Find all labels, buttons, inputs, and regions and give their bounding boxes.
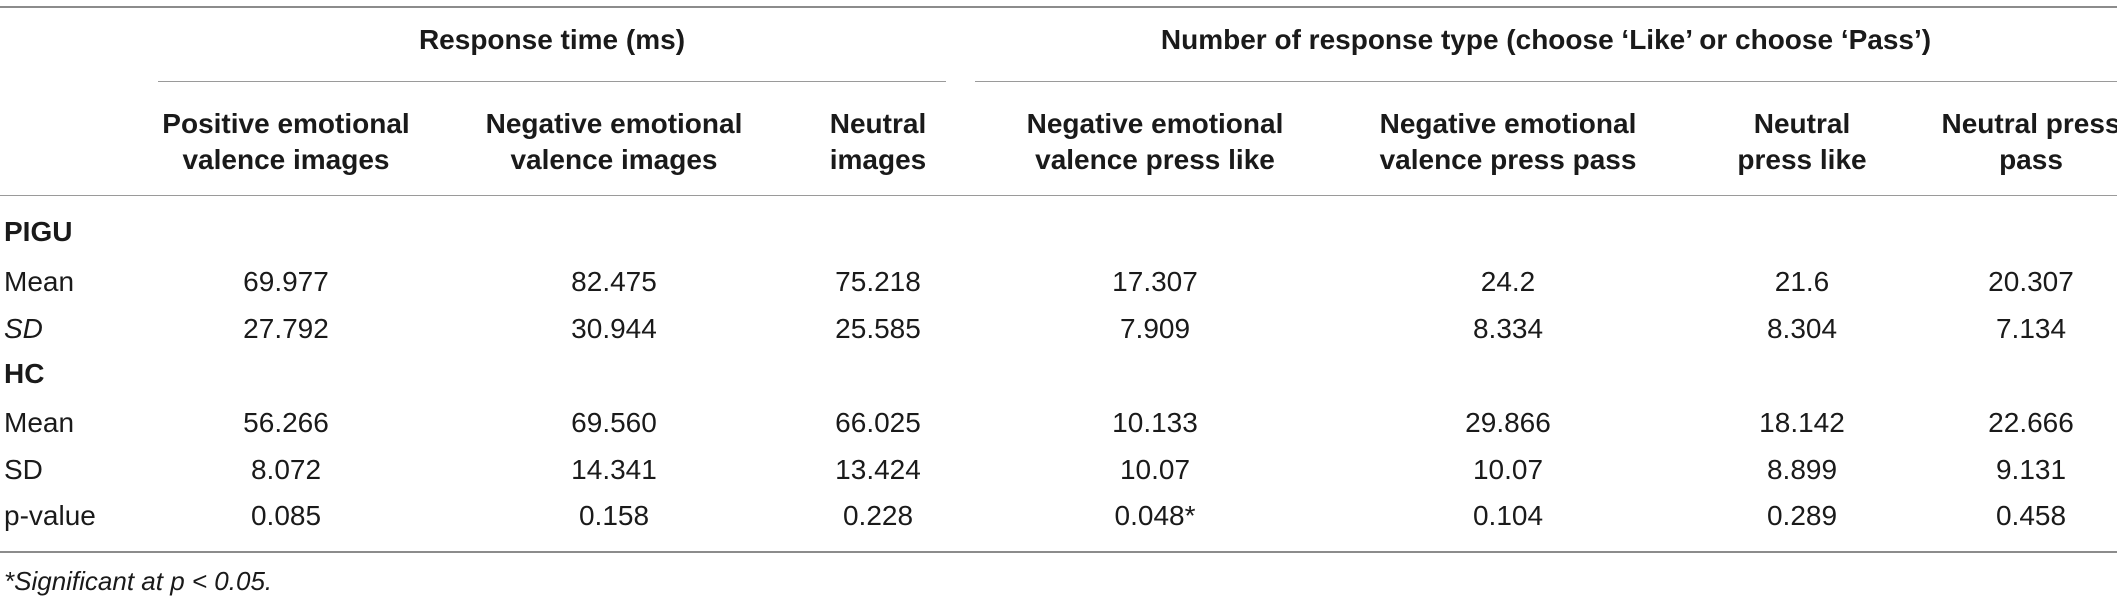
table-cell: 18.142 — [1759, 407, 1845, 438]
row-label: p-value — [4, 500, 96, 531]
table-cell: 27.792 — [243, 313, 329, 344]
table-cell: 69.560 — [571, 407, 657, 438]
table-cell: 30.944 — [571, 313, 657, 344]
section-label-hc: HC — [4, 358, 45, 389]
column-header-line: press like — [1737, 144, 1867, 175]
table-bottom-rule — [0, 551, 2117, 553]
table-cell: 8.899 — [1766, 454, 1838, 485]
table-cell: 10.07 — [1472, 454, 1544, 485]
group-rule-response-type — [975, 81, 2117, 82]
column-header-line: Neutral — [1753, 108, 1851, 139]
column-header-line: Positive emotional — [162, 108, 410, 139]
group-header-response-type: Number of response type (choose ‘Like’ o… — [1160, 24, 1932, 55]
column-header-line: valence images — [510, 144, 718, 175]
column-header: Negative emotional valence press pass — [1380, 106, 1637, 178]
table-top-rule — [0, 6, 2117, 8]
column-header: Negative emotional valence images — [486, 106, 743, 178]
group-rule-response-time — [158, 81, 946, 82]
table-footnote: *Significant at p < 0.05. — [4, 566, 273, 596]
table-cell: 20.307 — [1988, 266, 2074, 297]
column-header: Negative emotional valence press like — [1027, 106, 1284, 178]
table-cell: 21.6 — [1774, 266, 1830, 297]
table-cell: 9.131 — [1995, 454, 2067, 485]
table-cell: 0.458 — [1995, 500, 2067, 531]
column-header-line: valence press pass — [1379, 144, 1637, 175]
row-label: Mean — [4, 407, 75, 438]
column-header-line: Neutral press — [1941, 108, 2117, 139]
table-cell: 29.866 — [1465, 407, 1551, 438]
header-bottom-rule — [0, 195, 2117, 196]
table-cell: 25.585 — [835, 313, 921, 344]
table-cell: 10.07 — [1119, 454, 1191, 485]
row-label: Mean — [4, 266, 75, 297]
table-cell: 7.134 — [1995, 313, 2067, 344]
table-cell: 0.104 — [1472, 500, 1544, 531]
table-cell: 22.666 — [1988, 407, 2074, 438]
table-cell: 14.341 — [571, 454, 657, 485]
column-header-line: Negative emotional — [1026, 108, 1284, 139]
section-label-pigu: PIGU — [4, 216, 73, 247]
column-header: Neutral press pass — [1942, 106, 2117, 178]
column-header-line: pass — [1999, 144, 2063, 175]
column-header: Neutral images — [830, 106, 927, 178]
table-cell: 17.307 — [1112, 266, 1198, 297]
row-label: SD — [4, 454, 43, 485]
table-cell: 56.266 — [243, 407, 329, 438]
table-cell: 8.072 — [250, 454, 322, 485]
column-header-line: valence images — [182, 144, 390, 175]
table-cell: 66.025 — [835, 407, 921, 438]
table-cell: 75.218 — [835, 266, 921, 297]
table-cell: 0.228 — [842, 500, 914, 531]
table-cell: 0.048* — [1114, 500, 1196, 531]
table-cell: 0.158 — [578, 500, 650, 531]
row-label: SD — [4, 313, 43, 344]
column-header: Neutral press like — [1737, 106, 1866, 178]
table-cell: 0.289 — [1766, 500, 1838, 531]
table-cell: 10.133 — [1112, 407, 1198, 438]
column-header-line: images — [829, 144, 927, 175]
table-cell: 0.085 — [250, 500, 322, 531]
column-header-line: Negative emotional — [1379, 108, 1637, 139]
column-header-line: Neutral — [829, 108, 927, 139]
table-cell: 7.909 — [1119, 313, 1191, 344]
table-cell: 8.304 — [1766, 313, 1838, 344]
column-header-line: Negative emotional — [485, 108, 743, 139]
table-cell: 8.334 — [1472, 313, 1544, 344]
table-cell: 69.977 — [243, 266, 329, 297]
table-cell: 24.2 — [1480, 266, 1536, 297]
column-header-line: valence press like — [1035, 144, 1275, 175]
group-header-response-time: Response time (ms) — [418, 24, 686, 55]
column-header: Positive emotional valence images — [162, 106, 409, 178]
table-cell: 82.475 — [571, 266, 657, 297]
table-cell: 13.424 — [835, 454, 921, 485]
